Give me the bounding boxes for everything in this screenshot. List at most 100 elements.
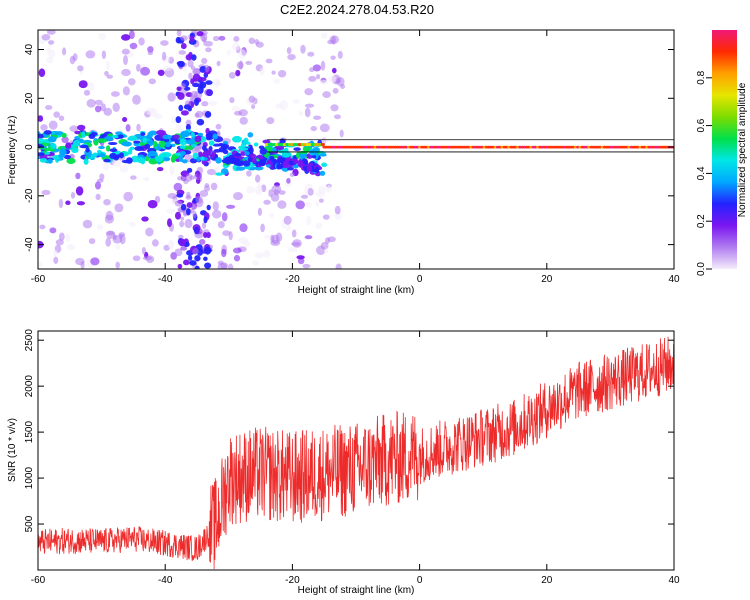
x-tick-label: -20 <box>285 274 300 285</box>
heatmap-cell <box>106 230 116 240</box>
heatmap-cell <box>215 172 224 176</box>
heatmap-cell <box>310 126 318 132</box>
heatmap-cell <box>180 35 188 41</box>
heatmap-cell <box>101 50 107 60</box>
heatmap-cell <box>227 263 234 269</box>
heatmap-cell <box>119 152 124 159</box>
heatmap-cell <box>186 202 193 209</box>
heatmap-cell <box>131 155 139 163</box>
heatmap-cell <box>275 103 283 109</box>
heatmap-cell <box>317 185 327 194</box>
heatmap-cell <box>177 92 185 100</box>
heatmap-cell <box>128 148 133 155</box>
spectrogram-frame <box>37 29 675 270</box>
heatmap-cell <box>246 170 252 177</box>
colorbar-label: Normalized spectral amplitude <box>737 82 748 217</box>
heatmap-cell <box>53 111 61 118</box>
heatmap-cell <box>79 144 89 149</box>
heatmap-cell <box>289 172 295 177</box>
heatmap-cell <box>185 139 196 145</box>
heatmap-cell <box>185 123 191 131</box>
heatmap-cell <box>284 147 289 155</box>
heatmap-cell <box>184 218 193 229</box>
heatmap-cell <box>304 186 309 197</box>
heatmap-cell <box>330 104 339 112</box>
heatmap-cell <box>335 263 342 269</box>
heatmap-cell <box>239 116 248 125</box>
heatmap-cell <box>232 135 242 143</box>
heatmap-cell <box>217 221 225 229</box>
heatmap-cell <box>55 239 64 246</box>
heatmap-cell <box>189 35 195 42</box>
heatmap-cell <box>169 165 175 176</box>
heatmap-cell <box>176 193 184 198</box>
heatmap-cell <box>162 157 171 162</box>
heatmap-cell <box>264 234 270 239</box>
spectrogram-xlabel: Height of straight line (km) <box>298 285 415 296</box>
heatmap-cell <box>312 64 322 72</box>
heatmap-cell <box>304 235 313 240</box>
heatmap-cell <box>134 146 145 152</box>
snr-panel: -60 -40 -20 0 20 40 500 1000 1500 2000 2500 Heigh… <box>7 329 680 596</box>
heatmap-cell <box>307 188 314 196</box>
heatmap-cell <box>293 147 301 151</box>
heatmap-cell <box>122 117 128 122</box>
heatmap-cell <box>177 60 185 68</box>
heatmap-cell <box>48 40 55 45</box>
heatmap-cell <box>222 149 229 155</box>
heatmap-cell <box>257 182 262 192</box>
heatmap-cell <box>206 232 211 239</box>
heatmap-cell <box>274 145 285 151</box>
heatmap-cell <box>192 82 200 88</box>
heatmap-cell <box>94 105 102 113</box>
heatmap-cell <box>121 34 131 41</box>
heatmap-cell <box>38 262 43 268</box>
heatmap-cell <box>233 192 243 201</box>
heatmap-cell <box>180 130 190 138</box>
heatmap-cell <box>266 164 271 168</box>
heatmap-cell <box>176 30 182 37</box>
heatmap-cell <box>254 252 264 259</box>
heatmap-cell <box>205 80 213 85</box>
heatmap-cell <box>180 110 189 116</box>
heatmap-cell <box>58 198 64 209</box>
heatmap-cell <box>320 32 328 39</box>
x-tick-label: 0 <box>417 575 423 586</box>
heatmap-cell <box>189 260 197 266</box>
heatmap-cell <box>141 247 146 255</box>
heatmap-cell <box>160 40 169 46</box>
heatmap-cell <box>119 234 126 245</box>
heatmap-cell <box>221 212 228 222</box>
heatmap-cell <box>319 123 330 133</box>
heatmap-cell <box>95 193 101 201</box>
heatmap-cell <box>130 175 137 180</box>
heatmap-cell <box>252 260 260 266</box>
heatmap-cell <box>212 201 219 211</box>
spectrogram-heatmap <box>38 30 674 269</box>
heatmap-cell <box>53 256 59 264</box>
heatmap-cell <box>109 152 117 159</box>
heatmap-cell <box>308 75 317 82</box>
heatmap-cell <box>74 136 80 140</box>
colorbar-tick-label: 0.2 <box>696 214 707 228</box>
heatmap-cell <box>203 256 208 262</box>
heatmap-cell <box>115 131 123 136</box>
y-tick-label: -20 <box>24 188 35 203</box>
heatmap-cell <box>270 192 280 202</box>
heatmap-cell <box>203 40 213 47</box>
heatmap-cell <box>233 110 243 116</box>
heatmap-cell <box>65 200 71 206</box>
heatmap-cell <box>254 165 264 171</box>
x-tick-label: -40 <box>158 575 173 586</box>
heatmap-cell <box>205 47 212 53</box>
heatmap-cell <box>239 223 248 233</box>
heatmap-cell <box>155 155 164 162</box>
heatmap-cell <box>339 129 344 138</box>
heatmap-cell <box>162 65 173 71</box>
y-tick-label: 1500 <box>24 421 35 444</box>
heatmap-cell <box>306 215 312 226</box>
heatmap-cell <box>287 53 296 61</box>
heatmap-cell <box>38 138 46 144</box>
heatmap-cell <box>202 36 207 43</box>
heatmap-cell <box>108 141 118 146</box>
